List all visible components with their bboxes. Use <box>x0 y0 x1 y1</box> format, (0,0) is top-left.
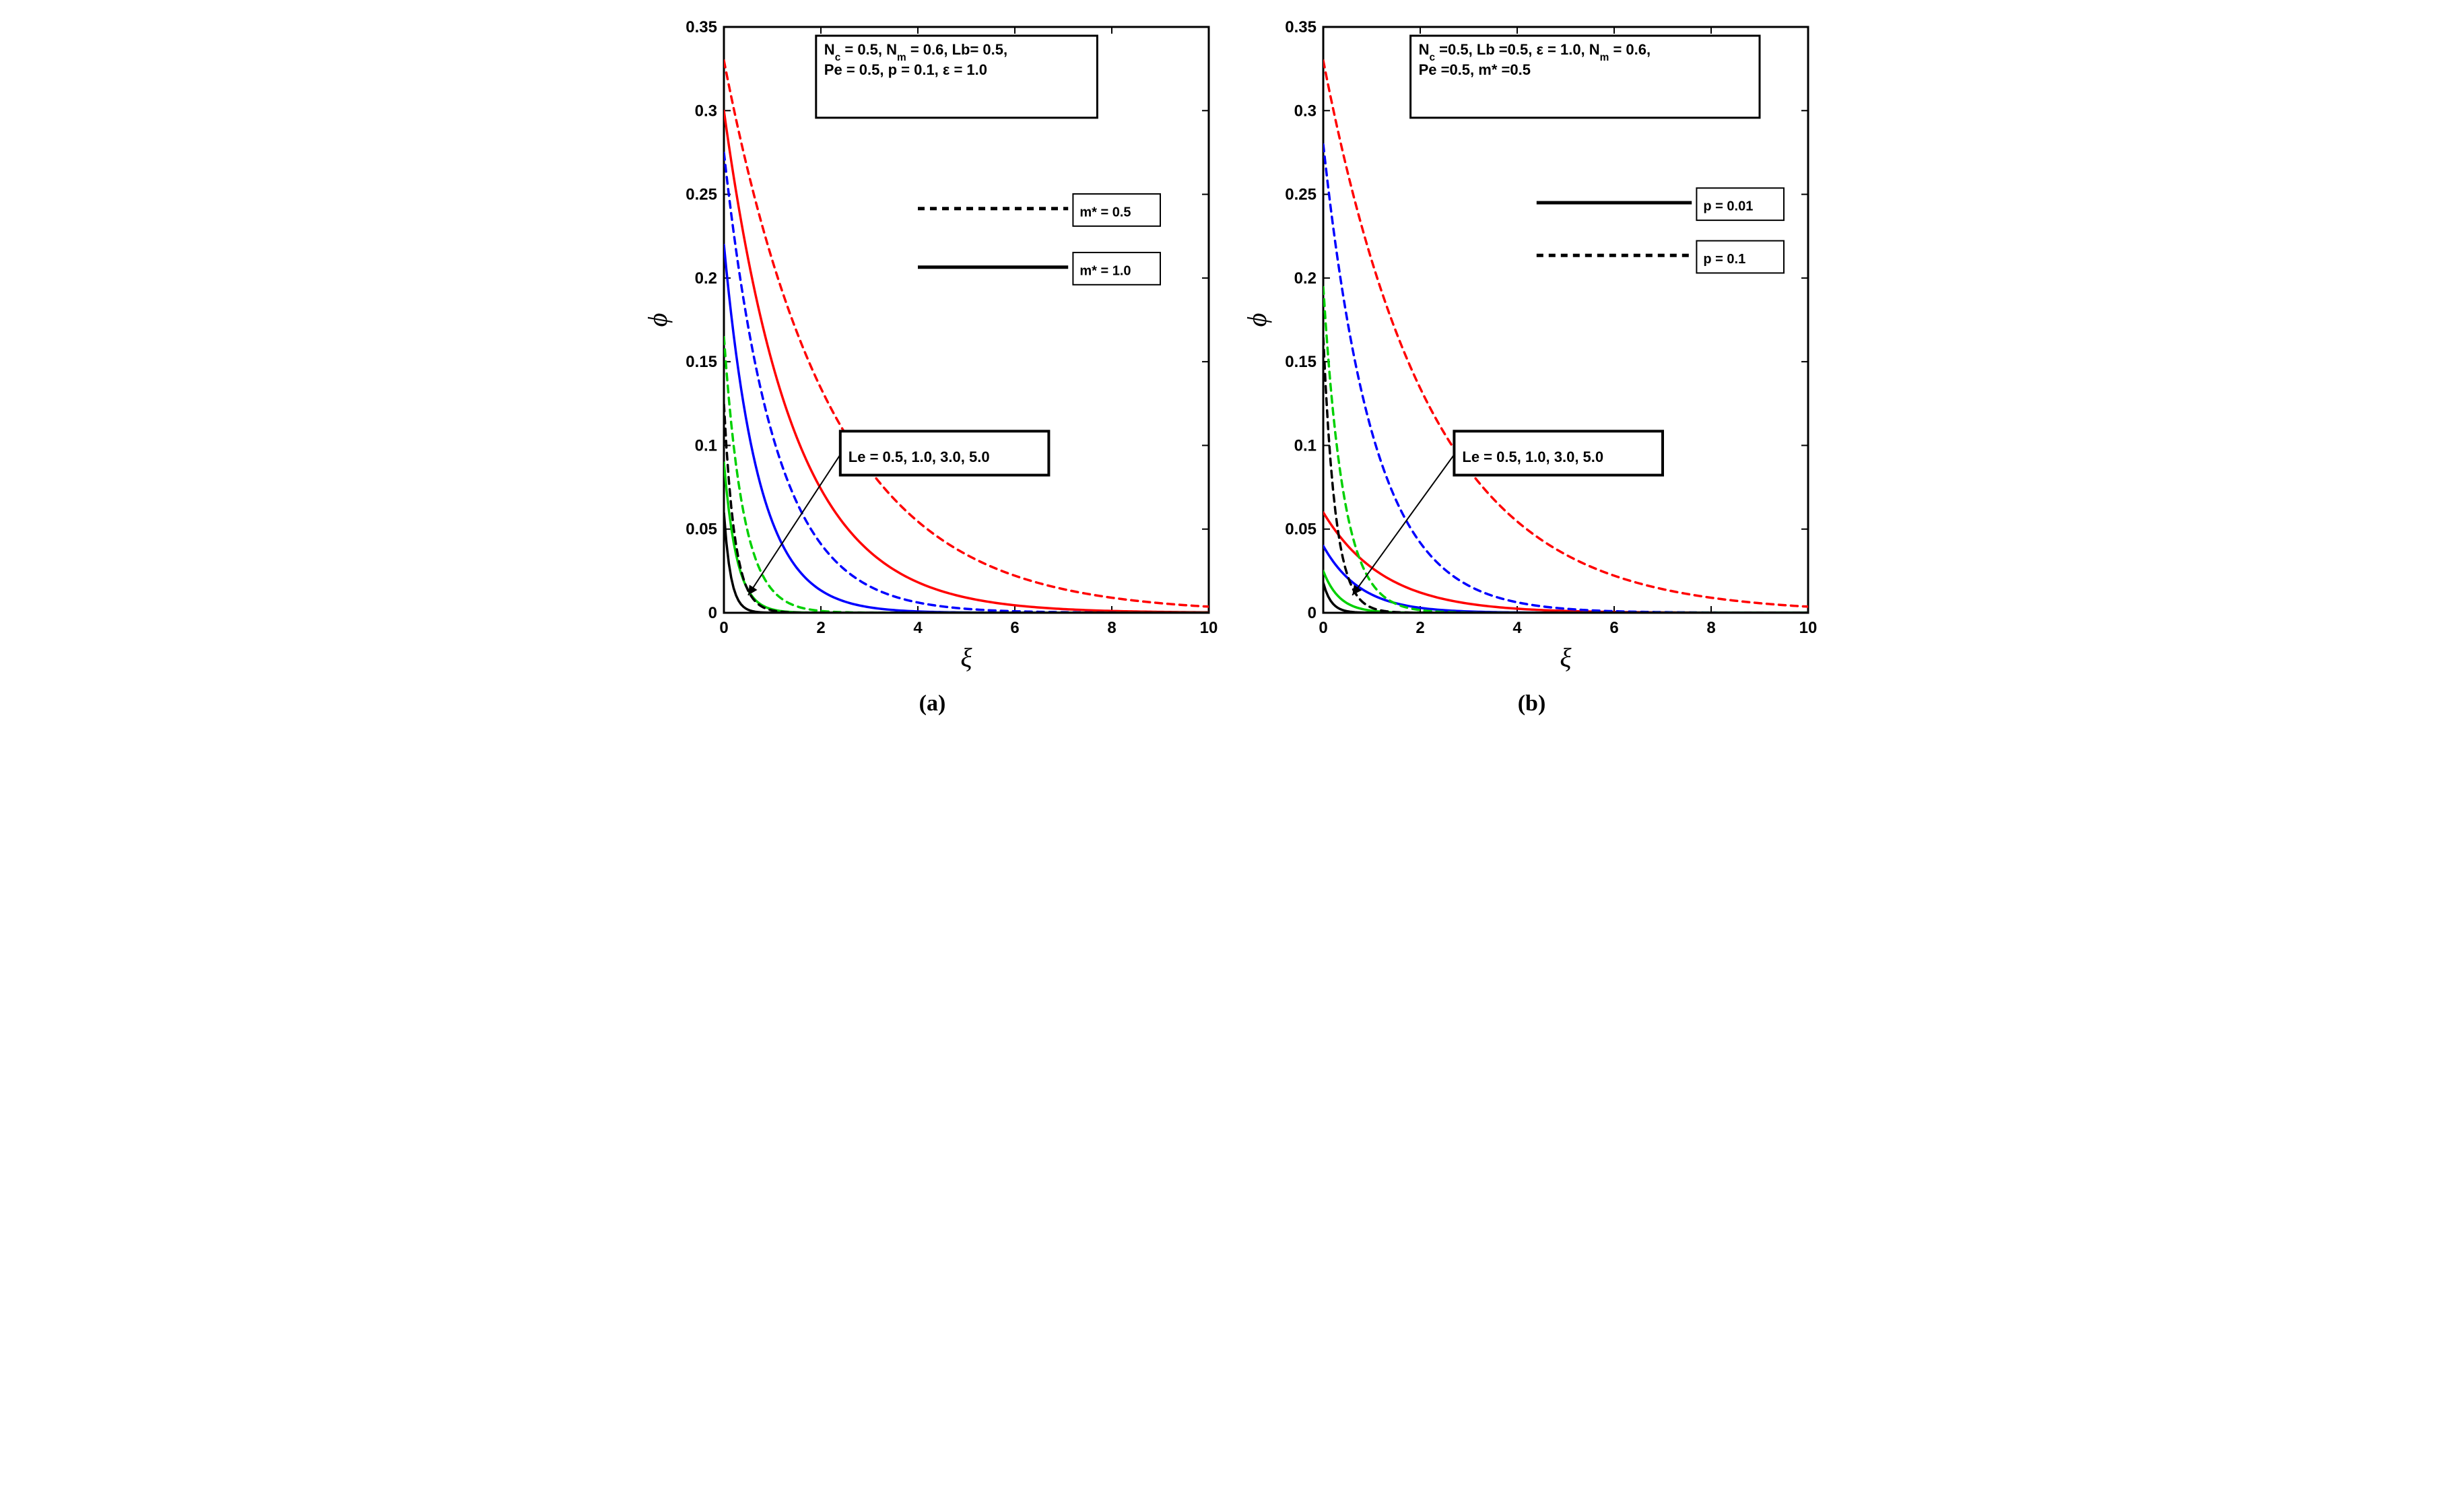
chart-a: 024681000.050.10.150.20.250.30.35ξϕNc = … <box>643 13 1222 687</box>
sublabel-b: (b) <box>1518 691 1546 717</box>
svg-text:0.15: 0.15 <box>1285 353 1317 371</box>
svg-text:2: 2 <box>1416 619 1424 637</box>
svg-text:0.3: 0.3 <box>1294 102 1316 120</box>
svg-text:0.2: 0.2 <box>694 269 717 288</box>
svg-text:0.35: 0.35 <box>686 18 717 36</box>
svg-text:0.1: 0.1 <box>694 436 717 455</box>
svg-text:6: 6 <box>1010 619 1019 637</box>
svg-text:Le = 0.5, 1.0, 3.0, 5.0: Le = 0.5, 1.0, 3.0, 5.0 <box>848 448 989 465</box>
svg-text:0.05: 0.05 <box>1285 521 1317 539</box>
svg-text:p = 0.1: p = 0.1 <box>1703 252 1745 267</box>
svg-text:10: 10 <box>1199 619 1218 637</box>
svg-text:0.35: 0.35 <box>1285 18 1317 36</box>
sublabel-a: (a) <box>919 691 946 717</box>
svg-text:ξ: ξ <box>960 642 972 673</box>
svg-text:0.3: 0.3 <box>694 102 717 120</box>
svg-text:4: 4 <box>1512 619 1522 637</box>
svg-text:4: 4 <box>913 619 923 637</box>
svg-text:10: 10 <box>1799 619 1817 637</box>
chart-b: 024681000.050.10.150.20.250.30.35ξϕNc =0… <box>1242 13 1822 687</box>
svg-text:ξ: ξ <box>1560 642 1572 673</box>
svg-text:0.2: 0.2 <box>1294 269 1316 288</box>
svg-text:2: 2 <box>816 619 825 637</box>
panel-a: 024681000.050.10.150.20.250.30.35ξϕNc = … <box>643 13 1222 717</box>
svg-text:8: 8 <box>1706 619 1715 637</box>
svg-text:8: 8 <box>1107 619 1116 637</box>
svg-text:m* = 0.5: m* = 0.5 <box>1079 205 1131 220</box>
chart-svg: 024681000.050.10.150.20.250.30.35ξϕNc = … <box>643 13 1222 687</box>
panel-b: 024681000.050.10.150.20.250.30.35ξϕNc =0… <box>1242 13 1822 717</box>
figure-wrap: 024681000.050.10.150.20.250.30.35ξϕNc = … <box>13 13 2451 717</box>
svg-text:0.15: 0.15 <box>686 353 717 371</box>
svg-text:0.25: 0.25 <box>686 186 717 204</box>
svg-text:ϕ: ϕ <box>643 313 673 327</box>
svg-text:0: 0 <box>719 619 728 637</box>
svg-text:0.25: 0.25 <box>1285 186 1317 204</box>
svg-text:0.1: 0.1 <box>1294 436 1316 455</box>
svg-text:Le = 0.5, 1.0, 3.0, 5.0: Le = 0.5, 1.0, 3.0, 5.0 <box>1462 448 1603 465</box>
svg-text:ϕ: ϕ <box>1242 313 1272 327</box>
svg-text:Pe =0.5, m* =0.5: Pe =0.5, m* =0.5 <box>1418 61 1530 78</box>
chart-svg: 024681000.050.10.150.20.250.30.35ξϕNc =0… <box>1242 13 1822 687</box>
svg-text:0.05: 0.05 <box>686 521 717 539</box>
svg-text:0: 0 <box>708 604 717 622</box>
svg-text:6: 6 <box>1609 619 1618 637</box>
svg-text:0: 0 <box>1319 619 1327 637</box>
svg-text:p = 0.01: p = 0.01 <box>1703 199 1753 214</box>
svg-text:0: 0 <box>1307 604 1316 622</box>
svg-text:Pe = 0.5, p = 0.1, ε = 1.0: Pe = 0.5, p = 0.1, ε = 1.0 <box>824 61 987 78</box>
svg-text:m* = 1.0: m* = 1.0 <box>1079 263 1131 278</box>
